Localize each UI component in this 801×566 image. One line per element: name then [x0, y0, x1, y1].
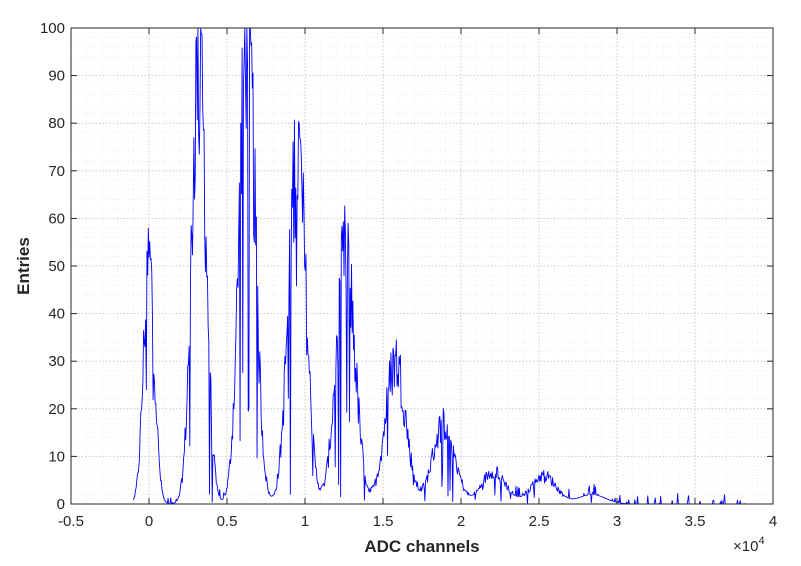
y-tick-label: 80: [48, 115, 65, 132]
y-tick-label: 100: [40, 20, 65, 37]
x-scale-exponent: 4: [758, 535, 764, 547]
x-tick-label: 2.5: [529, 513, 550, 530]
y-tick-label: 40: [48, 306, 65, 323]
y-axis-label: Entries: [14, 237, 33, 295]
x-axis-label: ADC channels: [364, 537, 479, 556]
x-tick-label: 4: [769, 513, 777, 530]
x-tick-label: 0: [145, 513, 153, 530]
x-tick-label: 3.5: [685, 513, 706, 530]
x-tick-label: 2: [457, 513, 465, 530]
y-tick-label: 70: [48, 163, 65, 180]
y-tick-label: 30: [48, 353, 65, 370]
y-tick-label: 0: [57, 496, 65, 513]
y-tick-label: 60: [48, 210, 65, 227]
x-scale-exponent-label: ×104: [733, 535, 765, 555]
x-tick-label: 1.5: [373, 513, 394, 530]
x-tick-label: 3: [613, 513, 621, 530]
y-tick-label: 10: [48, 448, 65, 465]
x-tick-label: 1: [301, 513, 309, 530]
x-tick-label: 0.5: [217, 513, 238, 530]
x-scale-base: ×10: [733, 538, 758, 555]
tick-marks: [70, 27, 774, 505]
y-tick-label: 20: [48, 401, 65, 418]
y-tick-label: 50: [48, 258, 65, 275]
x-tick-label: -0.5: [58, 513, 84, 530]
x-tick-labels: -0.5 0 0.5 1 1.5 2 2.5 3 3.5 4: [58, 513, 777, 530]
y-tick-label: 90: [48, 68, 65, 85]
y-tick-labels: 0 10 20 30 40 50 60 70 80 90 100: [40, 20, 65, 513]
